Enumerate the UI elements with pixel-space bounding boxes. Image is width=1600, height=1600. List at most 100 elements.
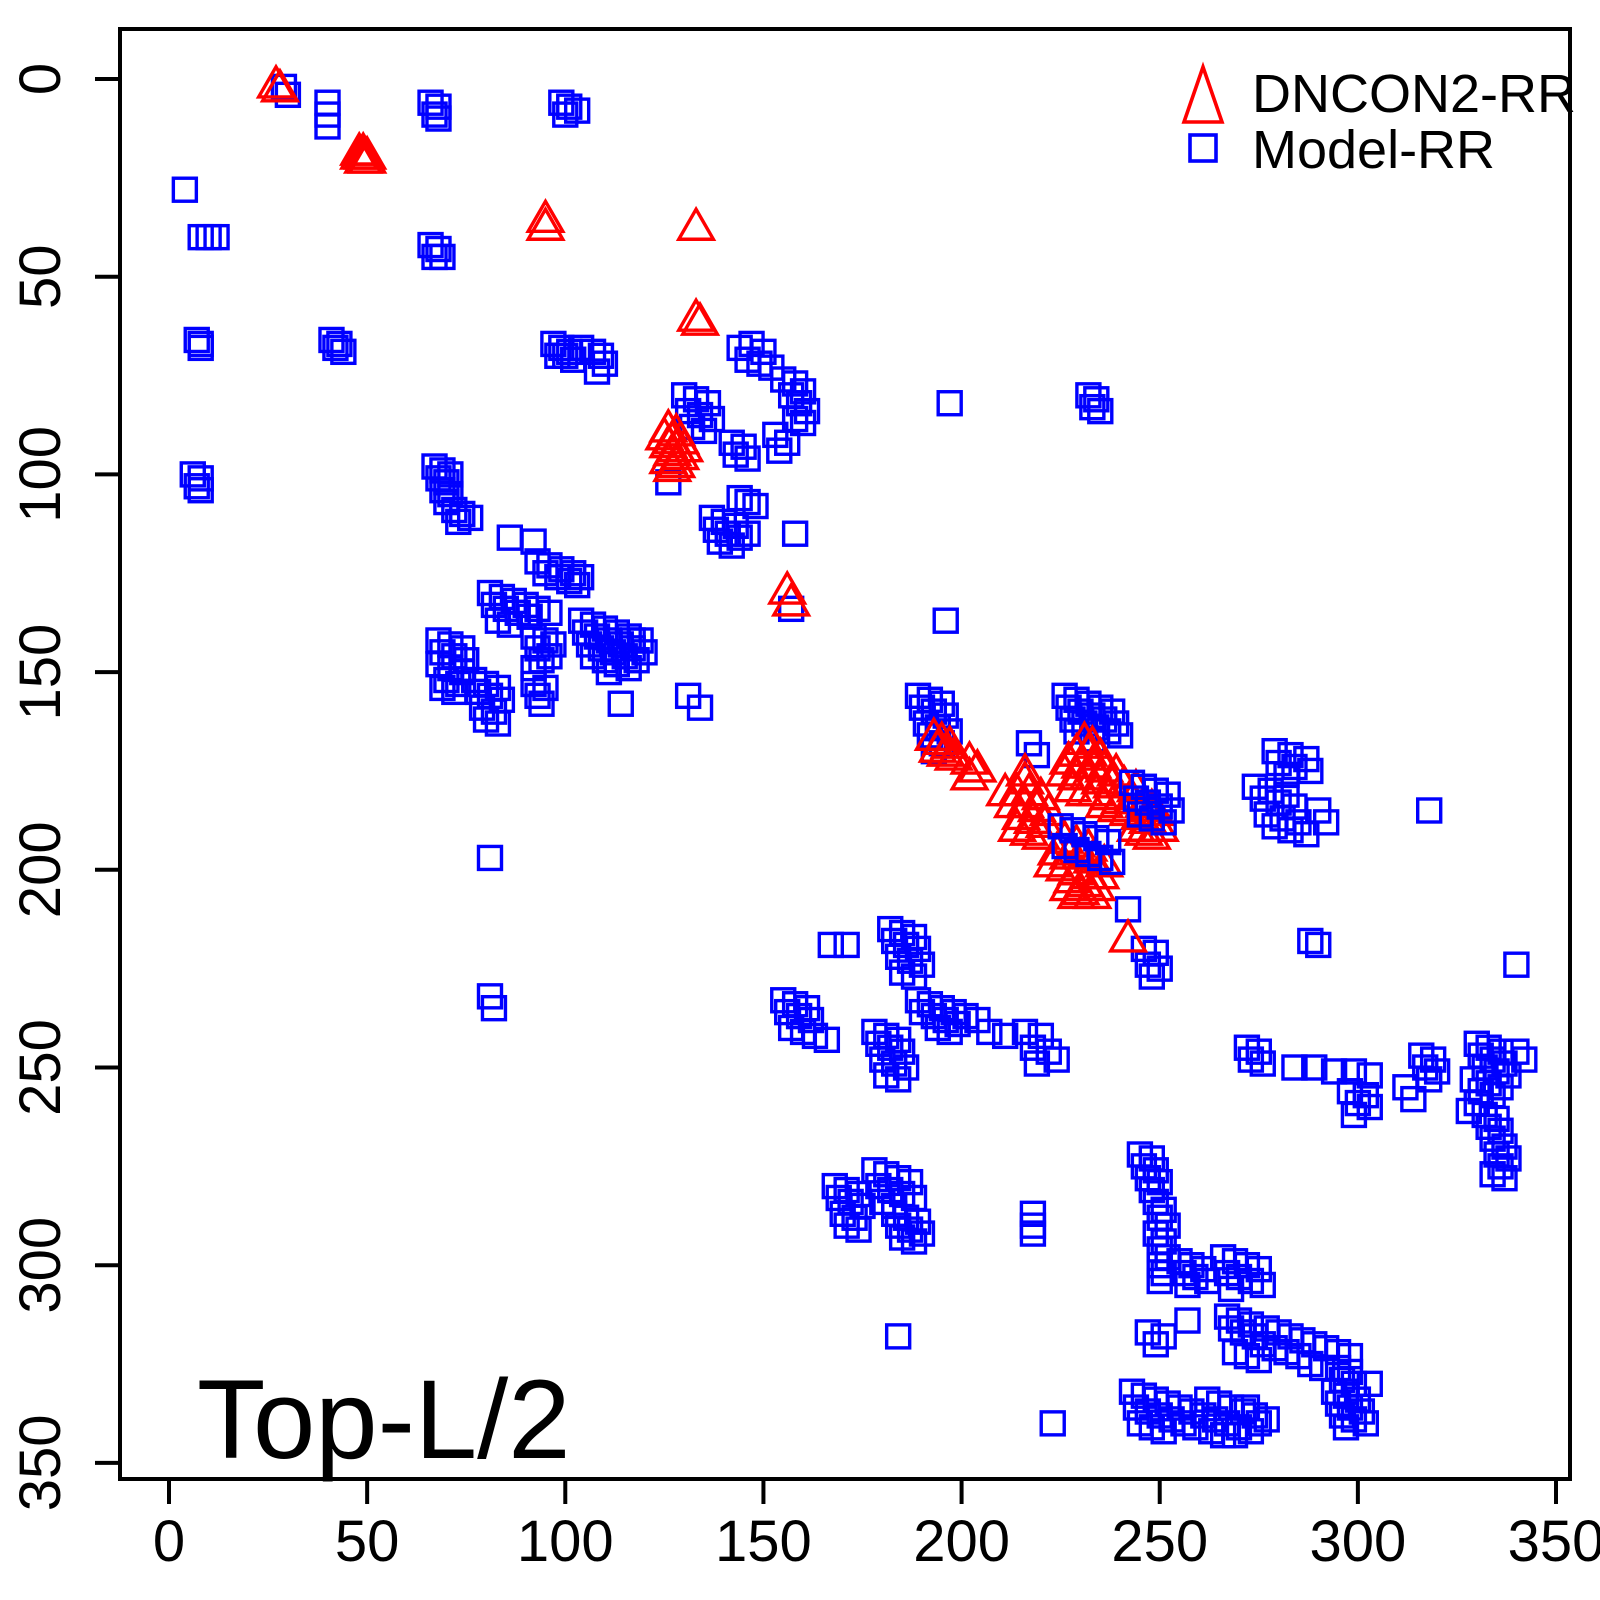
data-point-triangle: [1008, 810, 1050, 846]
y-axis: 0 50 100 150 200 250 300 350: [8, 63, 120, 1511]
data-point-square: [1261, 813, 1288, 840]
data-point-square: [991, 1022, 1019, 1050]
data-point-square: [813, 1026, 841, 1054]
data-point-square: [314, 113, 341, 140]
data-point-square: [734, 445, 761, 472]
data-point-square: [536, 599, 563, 626]
data-point-square: [944, 1010, 971, 1038]
data-point-square: [1174, 1271, 1201, 1299]
y-tick-label: 100: [8, 426, 73, 523]
data-point-square: [1340, 1101, 1368, 1129]
data-point-triangle: [957, 747, 998, 783]
data-point-square: [563, 571, 591, 599]
data-point-square: [1487, 1074, 1514, 1101]
data-point-square: [326, 330, 353, 358]
data-point-square: [774, 429, 801, 456]
data-point-square: [936, 390, 963, 417]
data-point-square: [1217, 1275, 1245, 1303]
data-point-square: [1146, 1168, 1173, 1196]
y-tick-label: 0: [8, 63, 73, 95]
data-point-square: [619, 627, 646, 654]
data-point-square: [1249, 1271, 1276, 1299]
data-point-square: [532, 627, 559, 654]
data-point-square: [1150, 1323, 1177, 1350]
y-tick-label: 150: [8, 624, 73, 721]
data-point-triangle: [917, 727, 959, 763]
data-point-square: [429, 243, 456, 271]
data-point-square: [1039, 1410, 1066, 1437]
data-point-square: [615, 654, 642, 682]
data-point-square: [187, 223, 214, 251]
data-point-square: [183, 473, 210, 500]
data-point-square: [195, 223, 222, 251]
data-point-square: [1281, 1054, 1308, 1081]
data-point-square: [833, 931, 860, 959]
data-point-triangle: [1080, 735, 1121, 771]
data-point-square: [421, 101, 448, 128]
data-point-square: [187, 334, 214, 362]
data-point-square: [1245, 1410, 1272, 1437]
data-point-triangle: [766, 569, 808, 605]
y-tick-label: 200: [8, 821, 73, 918]
data-point-square: [556, 567, 583, 595]
data-point-square: [1320, 1058, 1348, 1085]
legend-label-dncon2: DNCON2-RR: [1252, 64, 1576, 124]
data-point-square: [908, 1220, 936, 1247]
data-point-square: [1106, 722, 1134, 749]
data-point-square: [1312, 809, 1340, 836]
data-point-square: [726, 484, 753, 512]
data-point-square: [1491, 1165, 1518, 1192]
x-tick-label: 150: [715, 1509, 812, 1574]
data-point-square: [766, 437, 793, 464]
data-point-square: [607, 690, 634, 717]
data-point-square: [583, 358, 611, 385]
data-point-square: [556, 93, 583, 120]
legend-square-icon: [1188, 133, 1218, 163]
data-point-triangle: [1056, 874, 1097, 910]
data-point-square: [884, 1066, 912, 1093]
data-point-square: [1423, 1058, 1451, 1085]
data-point-square: [552, 342, 579, 369]
data-point-square: [1281, 753, 1308, 781]
plot-border: [118, 27, 1572, 1481]
data-point-square: [445, 508, 472, 536]
data-point-square: [690, 417, 718, 445]
data-point-square: [734, 520, 761, 547]
data-point-square: [1249, 785, 1276, 812]
data-point-square: [1400, 1085, 1427, 1113]
data-point-square: [1174, 1307, 1201, 1334]
data-point-square: [595, 658, 623, 686]
data-point-square: [532, 674, 559, 702]
data-point-square: [1273, 761, 1300, 789]
data-point-square: [1043, 1046, 1070, 1073]
legend-triangle-icon: [1181, 61, 1225, 124]
legend: DNCON2-RR Model-RR: [1181, 61, 1576, 180]
data-point-triangle: [675, 205, 717, 241]
legend-label-model: Model-RR: [1252, 120, 1495, 180]
data-point-square: [1114, 896, 1142, 923]
data-point-square: [777, 595, 805, 623]
data-point-square: [845, 1216, 872, 1243]
data-point-square: [187, 477, 214, 504]
data-point-square: [726, 524, 753, 551]
data-point-square: [789, 409, 817, 437]
plot-annotation: Top-L/2: [197, 1357, 571, 1482]
data-point-square: [976, 1018, 1003, 1046]
data-point-square: [591, 350, 619, 377]
data-point-triangle: [525, 197, 566, 234]
data-point-square: [1019, 1220, 1047, 1247]
data-point-square: [1150, 809, 1177, 836]
data-point-square: [1305, 931, 1332, 959]
data-point-square: [1503, 951, 1530, 978]
data-point-triangle: [346, 138, 388, 174]
data-point-square: [785, 390, 813, 417]
data-point-triangle: [1024, 802, 1066, 839]
data-point-triangle: [770, 581, 812, 617]
data-point-triangle: [996, 806, 1038, 842]
data-point-square: [1511, 1046, 1538, 1073]
data-point-square: [1416, 797, 1443, 824]
data-point-square: [1142, 1331, 1169, 1358]
data-point-square: [817, 931, 845, 959]
